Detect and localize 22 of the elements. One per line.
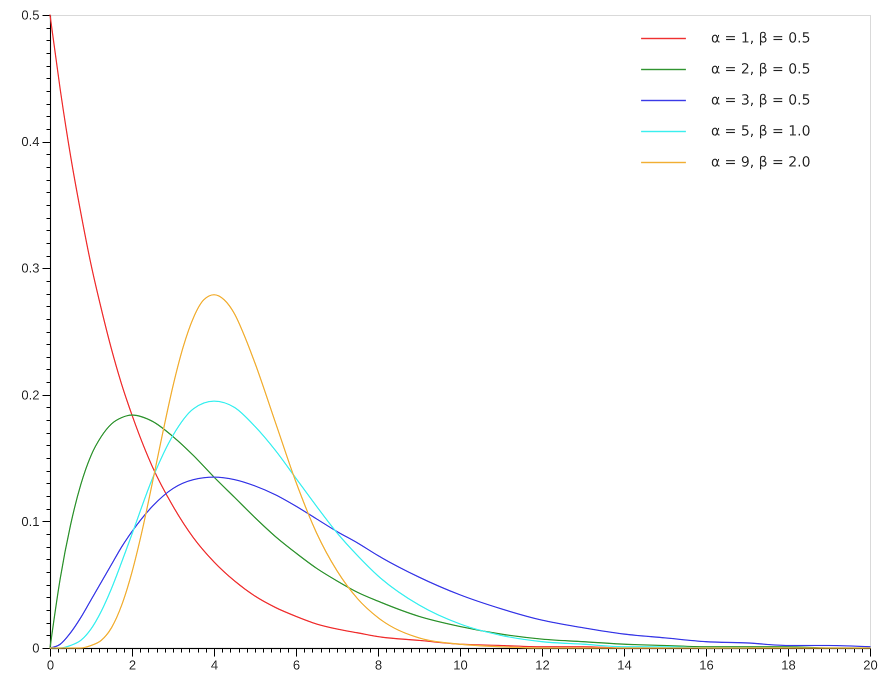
legend-label: α = 3, β = 0.5	[711, 92, 810, 108]
x-tick-label: 2	[128, 658, 136, 672]
y-tick-label: 0.2	[21, 387, 40, 402]
x-tick-label: 12	[535, 658, 550, 672]
y-tick-label: 0.1	[21, 514, 40, 529]
legend-label: α = 2, β = 0.5	[711, 62, 810, 78]
x-tick-label: 18	[781, 658, 796, 672]
x-tick-label: 10	[453, 658, 468, 672]
x-tick-label: 6	[292, 658, 300, 672]
x-tick-label: 4	[210, 658, 218, 672]
x-tick-label: 8	[374, 658, 382, 672]
legend-label: α = 1, β = 0.5	[711, 30, 810, 46]
y-tick-label: 0	[32, 640, 40, 656]
x-tick-label: 0	[46, 658, 54, 672]
legend-label: α = 5, β = 1.0	[711, 124, 810, 140]
y-tick-label: 0.4	[21, 134, 40, 150]
x-tick-label: 16	[699, 658, 714, 672]
y-tick-label: 0.3	[21, 260, 40, 276]
x-tick-label: 20	[863, 658, 878, 672]
legend-label: α = 9, β = 2.0	[711, 154, 810, 170]
x-tick-label: 14	[617, 658, 632, 672]
y-tick-label: 0.5	[21, 8, 40, 22]
